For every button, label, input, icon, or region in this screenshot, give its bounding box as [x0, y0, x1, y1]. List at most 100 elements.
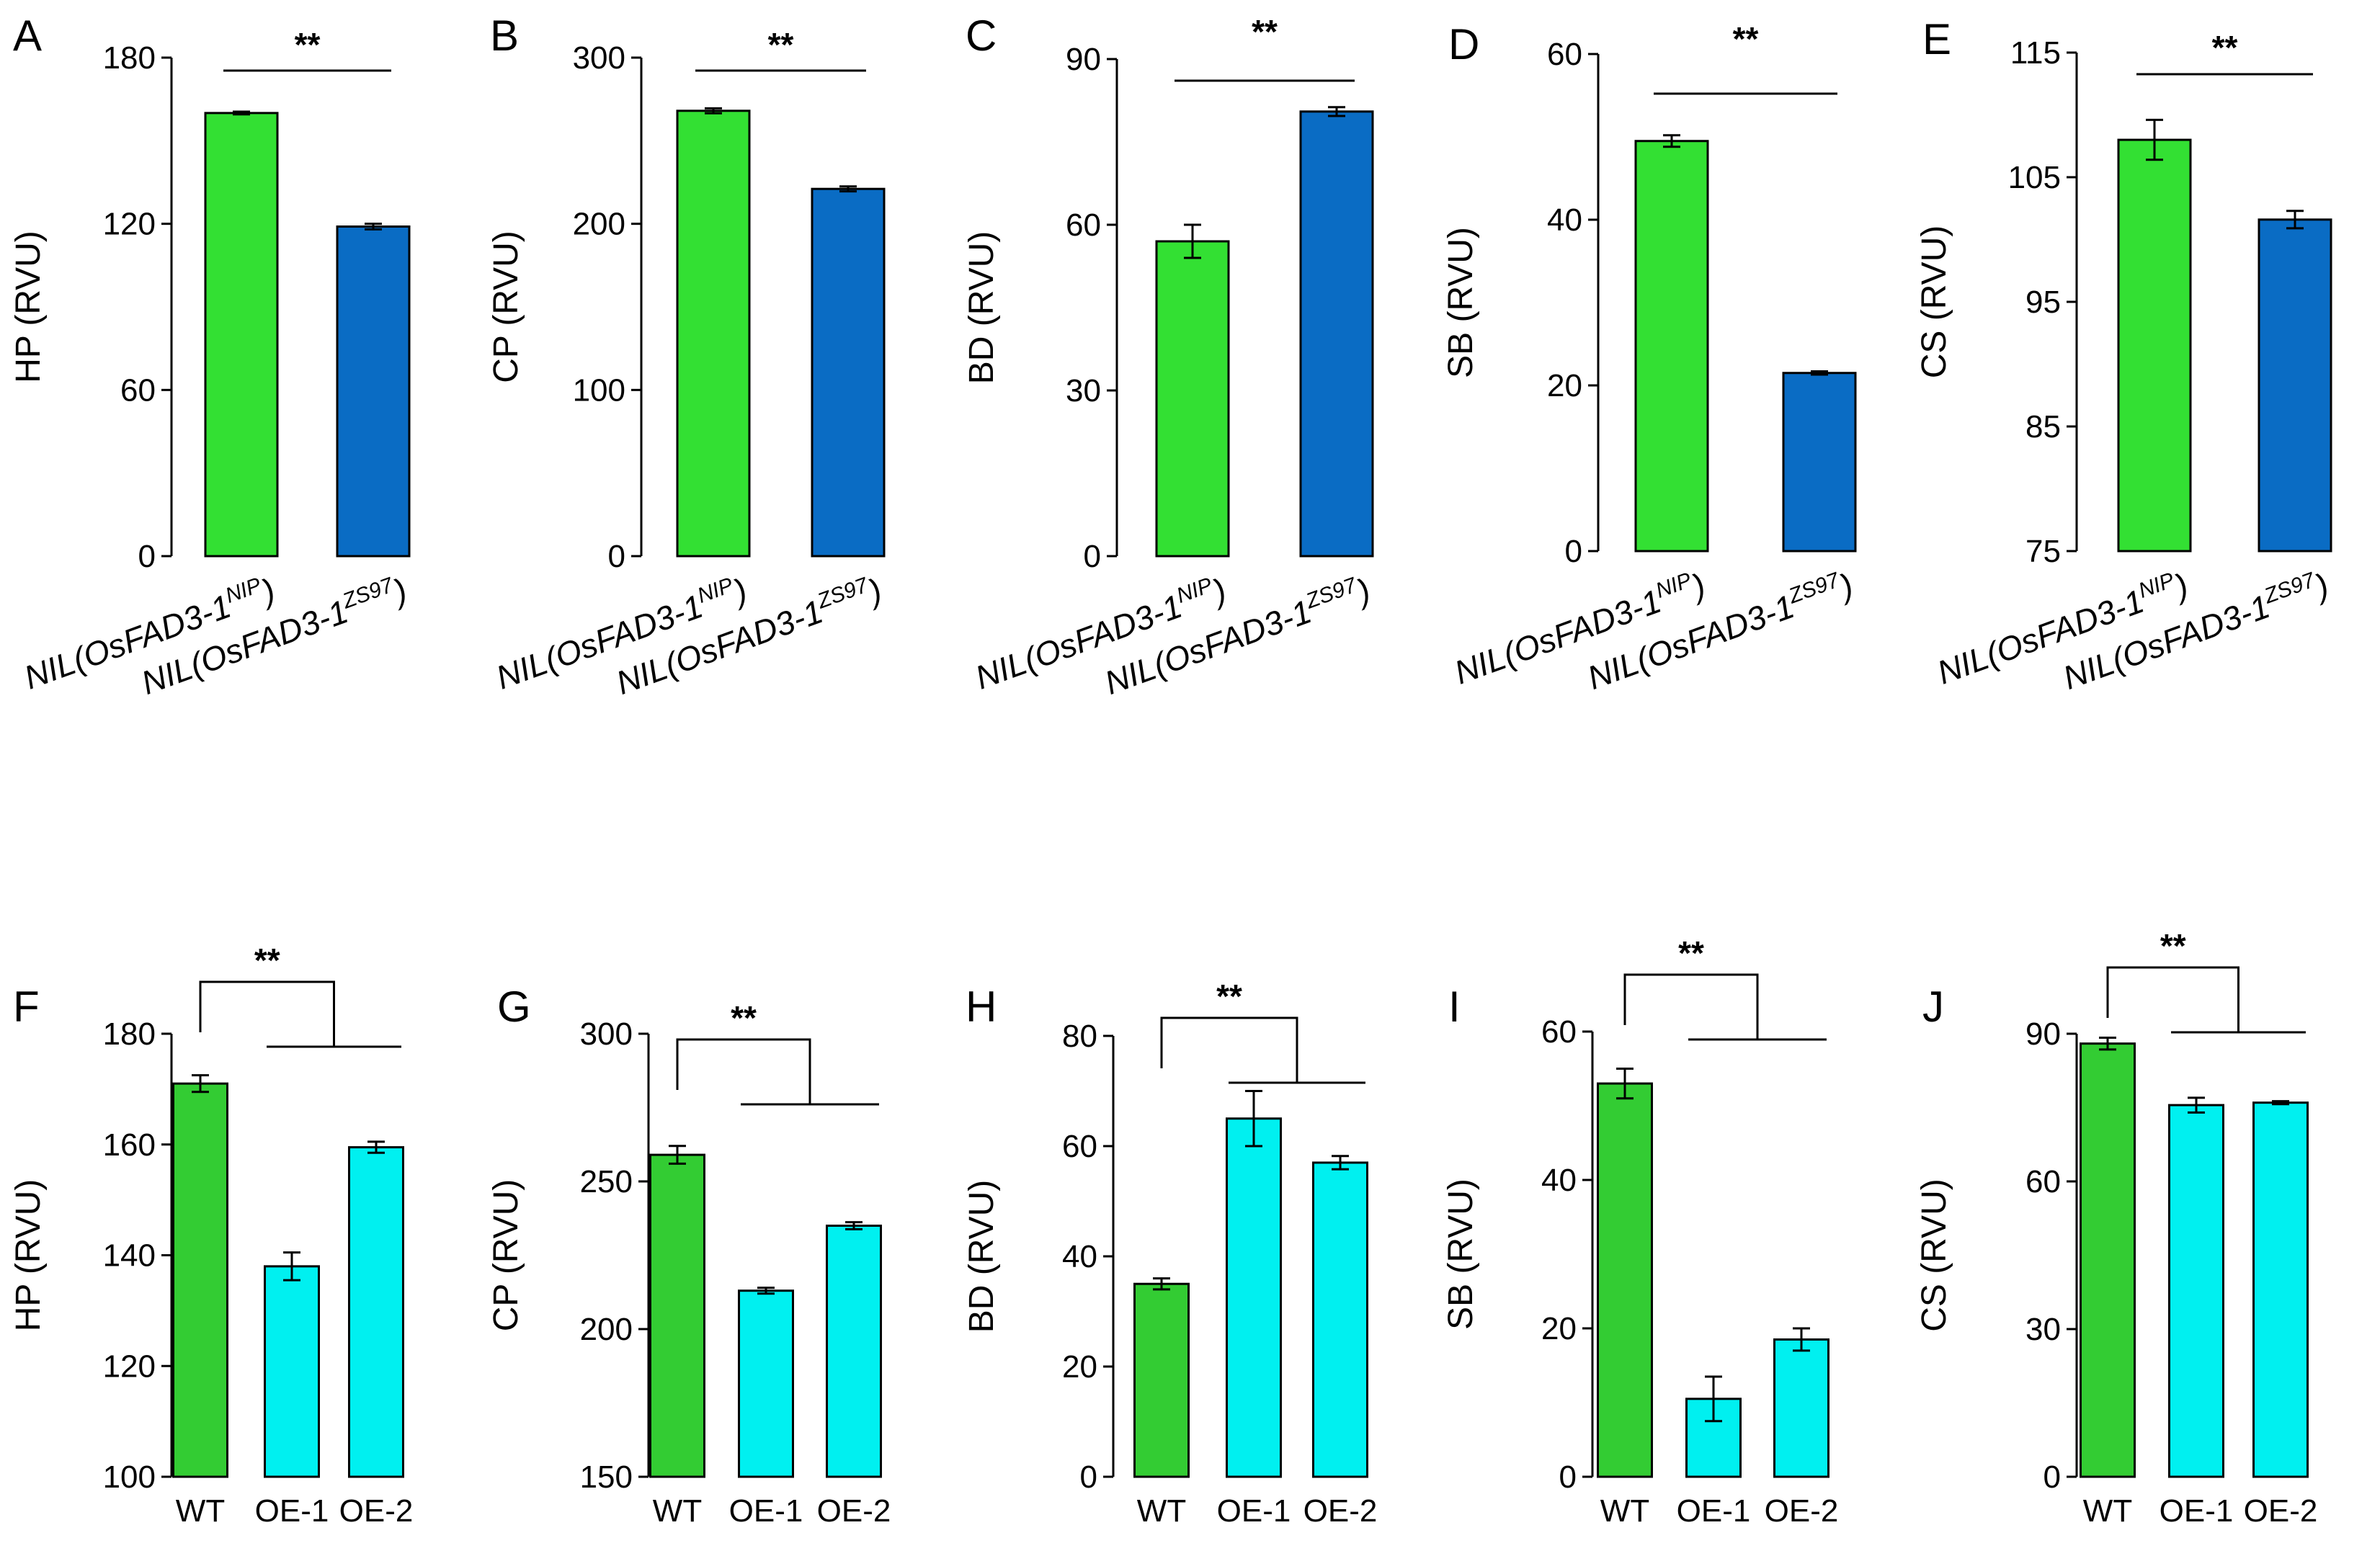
bar-2 [811, 187, 886, 558]
bar-3 [826, 1225, 882, 1478]
y-tick-label: 40 [1062, 1239, 1097, 1274]
y-tick-label: 120 [103, 1349, 156, 1384]
y-axis-label: HP (RVU) [9, 231, 48, 383]
x-category-label: WT [653, 1493, 702, 1529]
panel-letter: A [13, 12, 42, 60]
x-category-label: OE-2 [1303, 1493, 1378, 1529]
bar-1 [204, 112, 279, 558]
x-category-label: OE-1 [255, 1493, 329, 1529]
y-tick-label: 0 [1565, 534, 1582, 569]
bar-2 [1299, 110, 1374, 558]
y-tick-label: 85 [2025, 409, 2061, 444]
panel-letter: E [1922, 15, 1951, 63]
x-category-label: OE-1 [729, 1493, 803, 1529]
y-tick-label: 60 [1062, 1129, 1097, 1164]
y-tick-label: 150 [580, 1459, 633, 1495]
bar-3 [1312, 1161, 1368, 1478]
y-tick-label: 0 [608, 539, 625, 574]
y-tick-label: 115 [2010, 35, 2061, 71]
significance-bracket [1623, 973, 1759, 1039]
y-tick-label: 0 [1084, 539, 1101, 574]
significance-label: ** [1733, 20, 1759, 58]
significance-label: ** [1216, 978, 1242, 1015]
bar-2 [336, 225, 411, 558]
bar-2 [1226, 1117, 1282, 1478]
y-tick-label: 200 [580, 1312, 633, 1347]
bar-1 [676, 109, 751, 558]
bar-2 [738, 1289, 794, 1478]
bar-2 [1782, 372, 1857, 553]
y-tick-label: 0 [1080, 1459, 1097, 1495]
y-tick-label: 180 [103, 40, 156, 76]
panel-letter: C [966, 12, 997, 60]
y-axis-label: CP (RVU) [487, 1179, 525, 1332]
panel-letter: J [1922, 983, 1944, 1031]
y-tick-label: 120 [103, 207, 156, 242]
y-axis-label: CS (RVU) [1915, 225, 1953, 378]
x-category-label: OE-1 [1217, 1493, 1291, 1529]
x-category-label: WT [2083, 1493, 2132, 1529]
y-axis-label: CS (RVU) [1915, 1179, 1953, 1331]
y-tick-label: 100 [573, 372, 625, 408]
panel-g: G 150 200 250 300 CP (RVU) WT OE-1 OE-2 ** [487, 983, 891, 1529]
y-tick-label: 80 [1062, 1019, 1097, 1054]
y-tick-label: 40 [1547, 202, 1582, 238]
y-tick-label: 0 [1559, 1459, 1577, 1495]
panel-letter: I [1448, 983, 1461, 1031]
y-tick-label: 30 [1066, 373, 1101, 408]
y-tick-label: 20 [1062, 1349, 1097, 1385]
significance-label: ** [768, 26, 794, 63]
y-axis-label: BD (RVU) [963, 1180, 1001, 1333]
y-tick-label: 300 [573, 40, 625, 76]
significance-label: ** [1678, 934, 1704, 972]
panel-letter: D [1448, 20, 1479, 68]
y-axis-label: BD (RVU) [963, 231, 1001, 384]
y-tick-label: 140 [103, 1238, 156, 1274]
y-tick-label: 90 [2025, 1016, 2061, 1052]
y-tick-label: 95 [2025, 285, 2061, 320]
x-category-label: OE-2 [1765, 1493, 1839, 1529]
y-tick-label: 60 [1547, 37, 1582, 72]
significance-bracket [1160, 1016, 1298, 1083]
y-tick-label: 20 [1541, 1311, 1577, 1346]
significance-label: ** [254, 942, 280, 979]
x-category-label: OE-1 [2160, 1493, 2234, 1529]
bar-1 [649, 1153, 705, 1478]
panel-letter: F [13, 983, 40, 1031]
x-category-label: WT [1137, 1493, 1186, 1529]
panel-letter: G [497, 983, 531, 1031]
bar-1 [2117, 138, 2192, 553]
significance-bracket [676, 1038, 811, 1104]
y-tick-label: 60 [1066, 207, 1101, 243]
y-tick-label: 100 [103, 1459, 156, 1495]
bar-1 [1133, 1282, 1190, 1478]
y-tick-label: 105 [2008, 160, 2061, 195]
y-axis-label: CP (RVU) [487, 231, 525, 383]
y-tick-label: 60 [2025, 1164, 2061, 1199]
panel-letter: B [490, 12, 519, 60]
y-tick-label: 160 [103, 1127, 156, 1163]
x-category-label: OE-2 [339, 1493, 414, 1529]
y-tick-label: 60 [1541, 1014, 1577, 1050]
bar-1 [1155, 240, 1230, 558]
bar-3 [348, 1146, 404, 1478]
y-tick-label: 20 [1547, 368, 1582, 403]
y-tick-label: 90 [1066, 42, 1101, 77]
bar-2 [2258, 218, 2332, 553]
y-tick-label: 200 [573, 207, 625, 242]
y-tick-label: 40 [1541, 1163, 1577, 1198]
bar-1 [1634, 140, 1709, 553]
y-tick-label: 0 [138, 539, 156, 574]
panel-h: H 0 20 40 60 80 BD (RVU) WT OE-1 OE-2 ** [963, 978, 1377, 1529]
y-tick-label: 180 [103, 1016, 156, 1052]
y-axis-label: HP (RVU) [9, 1179, 48, 1332]
panel-j: J 0 30 60 90 CS (RVU) WT OE-1 OE-2 ** [1915, 927, 2317, 1529]
y-tick-label: 60 [120, 372, 156, 408]
y-tick-label: 300 [580, 1016, 633, 1052]
